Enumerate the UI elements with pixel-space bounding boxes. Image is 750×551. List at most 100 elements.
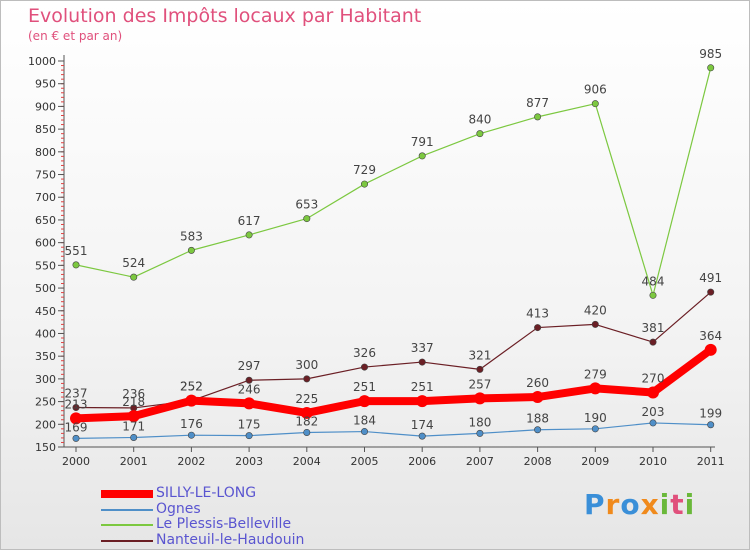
data-point — [303, 375, 311, 383]
chart-subtitle: (en € et par an) — [28, 29, 123, 43]
data-label: 337 — [411, 341, 434, 355]
data-point — [418, 152, 426, 160]
data-point — [360, 180, 368, 188]
y-tick-label: 550 — [35, 259, 56, 272]
data-point — [187, 246, 195, 254]
legend-label: Nanteuil-le-Haudouin — [156, 531, 305, 548]
data-label: 176 — [180, 417, 203, 431]
y-tick-label: 200 — [35, 418, 56, 431]
data-point — [534, 113, 542, 121]
chart-title: Evolution des Impôts locaux par Habitant — [28, 5, 422, 27]
data-point — [589, 382, 602, 395]
data-label: 251 — [353, 380, 376, 394]
y-tick-label: 450 — [35, 305, 56, 318]
data-point — [591, 425, 599, 433]
x-tick-label: 2000 — [62, 455, 90, 468]
y-tick-label: 950 — [35, 78, 56, 91]
x-tick-label: 2010 — [639, 455, 667, 468]
data-point — [243, 397, 256, 410]
data-point — [534, 426, 542, 434]
data-point — [303, 215, 311, 223]
y-tick-label: 650 — [35, 214, 56, 227]
data-label: 203 — [642, 405, 665, 419]
data-label: 251 — [411, 380, 434, 394]
legend-swatch — [101, 490, 153, 498]
x-tick-label: 2005 — [351, 455, 379, 468]
data-label: 985 — [699, 47, 722, 61]
data-point — [476, 429, 484, 437]
x-tick-label: 2002 — [177, 455, 205, 468]
data-label: 279 — [584, 367, 607, 381]
data-label: 297 — [238, 359, 261, 373]
data-point — [534, 324, 542, 332]
data-label: 381 — [642, 321, 665, 335]
data-point — [649, 338, 657, 346]
legend-label: Le Plessis-Belleville — [156, 516, 292, 532]
data-label: 420 — [584, 303, 607, 317]
data-label: 300 — [295, 358, 318, 372]
data-point — [358, 395, 371, 408]
data-label: 257 — [468, 377, 491, 391]
x-tick-label: 2006 — [408, 455, 436, 468]
y-tick-label: 1000 — [28, 55, 56, 68]
x-tick-label: 2001 — [120, 455, 148, 468]
data-point — [704, 343, 717, 356]
data-point — [300, 406, 313, 419]
y-tick-label: 400 — [35, 327, 56, 340]
data-label: 213 — [65, 397, 88, 411]
y-tick-label: 850 — [35, 123, 56, 136]
data-point — [707, 288, 715, 296]
data-label: 413 — [526, 307, 549, 321]
y-tick-label: 250 — [35, 396, 56, 409]
x-tick-label: 2007 — [466, 455, 494, 468]
y-tick-label: 750 — [35, 169, 56, 182]
data-label: 252 — [180, 380, 203, 394]
data-label: 551 — [65, 244, 88, 258]
data-label: 218 — [122, 395, 145, 409]
data-label: 252 — [180, 380, 203, 394]
data-label: 321 — [468, 348, 491, 362]
data-label: 246 — [238, 382, 261, 396]
legend-swatch — [101, 524, 153, 526]
x-tick-label: 2011 — [697, 455, 725, 468]
data-point — [360, 428, 368, 436]
data-label: 653 — [295, 198, 318, 212]
data-label: 184 — [353, 414, 376, 428]
data-label: 169 — [65, 420, 88, 434]
data-point — [72, 403, 80, 411]
y-tick-label: 500 — [35, 282, 56, 295]
legend-label: Ognes — [156, 500, 201, 517]
x-tick-label: 2003 — [235, 455, 263, 468]
data-point — [245, 231, 253, 239]
data-point — [245, 432, 253, 440]
data-label: 260 — [526, 376, 549, 390]
y-tick-label: 150 — [35, 441, 56, 454]
data-label: 729 — [353, 163, 376, 177]
data-point — [707, 64, 715, 72]
data-point — [72, 261, 80, 269]
data-point — [707, 421, 715, 429]
series-line-2 — [75, 67, 712, 296]
proxiti-logo: Proxiti — [584, 488, 696, 521]
data-point — [303, 428, 311, 436]
data-point — [591, 100, 599, 108]
data-label: 188 — [526, 412, 549, 426]
x-tick-label: 2008 — [524, 455, 552, 468]
data-label: 270 — [642, 372, 665, 386]
legend-swatch — [101, 539, 153, 542]
legend-swatch — [101, 508, 153, 511]
data-label: 484 — [642, 274, 665, 288]
y-tick-label: 300 — [35, 373, 56, 386]
data-point — [416, 395, 429, 408]
data-label: 906 — [584, 83, 607, 97]
data-label: 225 — [295, 392, 318, 406]
series-line-1 — [75, 422, 712, 439]
data-label: 583 — [180, 229, 203, 243]
data-label: 236 — [122, 387, 145, 401]
legend-label: SILLY-LE-LONG — [156, 485, 257, 501]
data-point — [473, 392, 486, 405]
data-label: 190 — [584, 411, 607, 425]
y-tick-label: 800 — [35, 146, 56, 159]
